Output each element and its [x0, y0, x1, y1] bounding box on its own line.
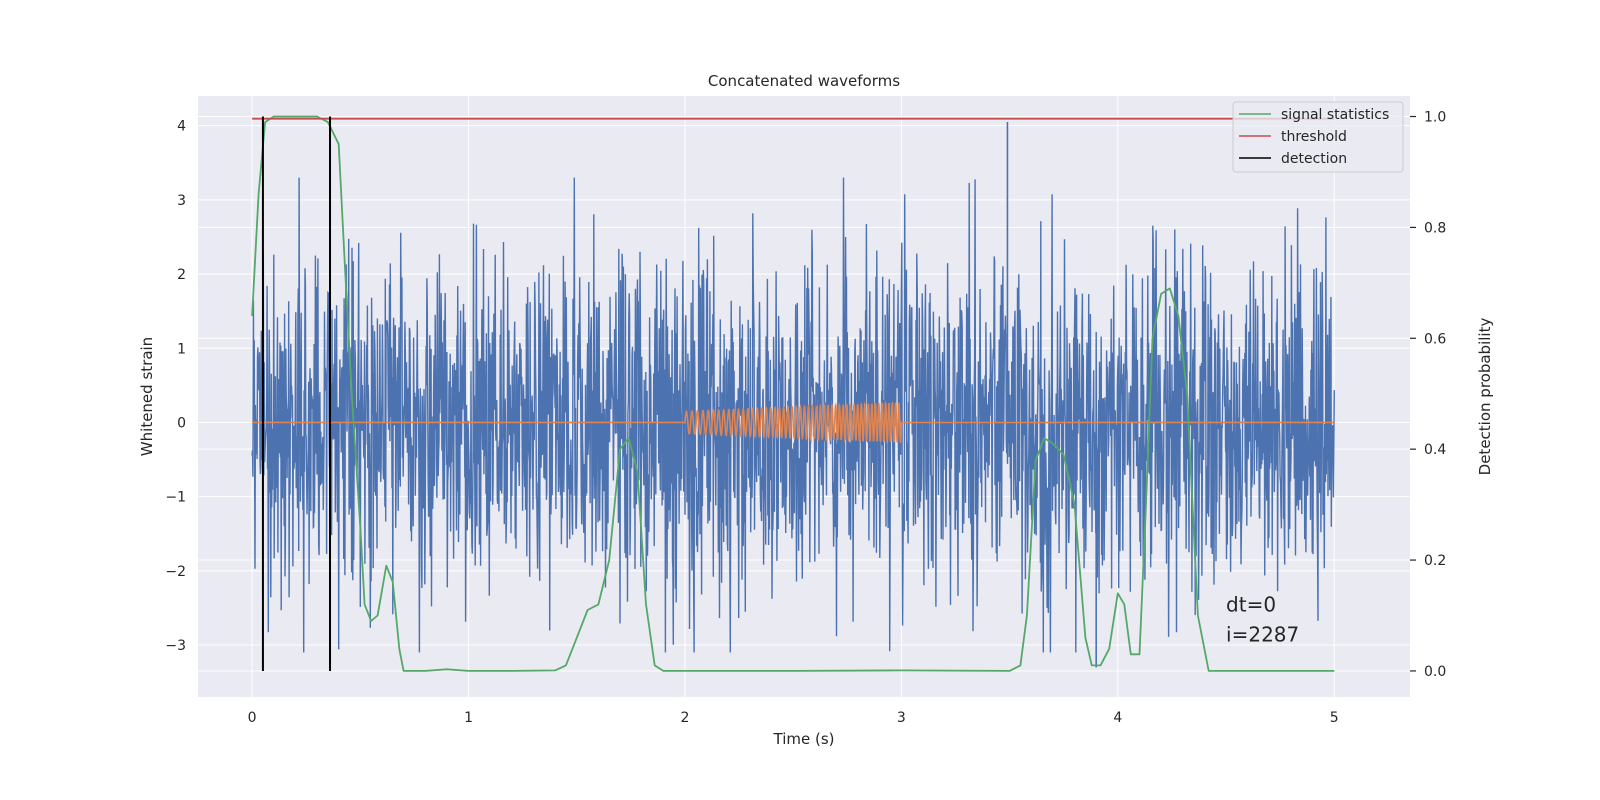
- legend-label-detection: detection: [1281, 151, 1347, 167]
- annotation-index: i=2287: [1226, 622, 1299, 646]
- plot-lines: [251, 115, 1335, 672]
- series-injected-waveform: [252, 400, 1335, 445]
- series-signal-statistics: [251, 115, 1335, 672]
- series-whitened-strain: [251, 177, 1335, 653]
- annotation-dt: dt=0: [1226, 593, 1276, 617]
- y-tick-label: 2: [177, 267, 186, 283]
- legend-label-threshold: threshold: [1281, 129, 1347, 145]
- y2-tick-label: 0.8: [1424, 220, 1446, 236]
- legend: signal statistics threshold detection: [1232, 101, 1404, 173]
- y-tick-label: 1: [177, 341, 186, 357]
- y2-tick-label: 0.0: [1424, 664, 1446, 680]
- y-axis-label: Whitened strain: [138, 337, 156, 456]
- y-tick-label: −1: [165, 490, 186, 506]
- y-tick-label: −3: [165, 638, 186, 654]
- annotations: dt=0 i=2287: [1226, 593, 1299, 647]
- x-tick-label: 5: [1330, 710, 1339, 726]
- x-tick-label: 1: [464, 710, 473, 726]
- y-tick-label: 3: [177, 193, 186, 209]
- x-axis-label: Time (s): [773, 730, 835, 748]
- y-tick-label: 4: [177, 119, 186, 135]
- y-tick-label: −2: [165, 564, 186, 580]
- chart-title: Concatenated waveforms: [708, 72, 900, 90]
- y2-tick-label: 1.0: [1424, 110, 1446, 126]
- y2-tick-label: 0.2: [1424, 553, 1446, 569]
- legend-box: [1232, 101, 1404, 173]
- x-tick-label: 3: [897, 710, 906, 726]
- x-tick-label: 0: [248, 710, 257, 726]
- y2-tick-label: 0.4: [1424, 442, 1446, 458]
- x-tick-label: 4: [1113, 710, 1122, 726]
- legend-label-signal-statistics: signal statistics: [1281, 107, 1389, 123]
- y2-tick-label: 0.6: [1424, 331, 1446, 347]
- x-tick-label: 2: [681, 710, 690, 726]
- y-tick-label: 0: [177, 415, 186, 431]
- ticks: 0 1 2 3 4 5 −3 −2 −1 0 1 2 3 4 0.0 0.2 0.4 0.6 0.8 1.0: [165, 110, 1446, 726]
- y2-axis-label: Detection probability: [1476, 318, 1494, 476]
